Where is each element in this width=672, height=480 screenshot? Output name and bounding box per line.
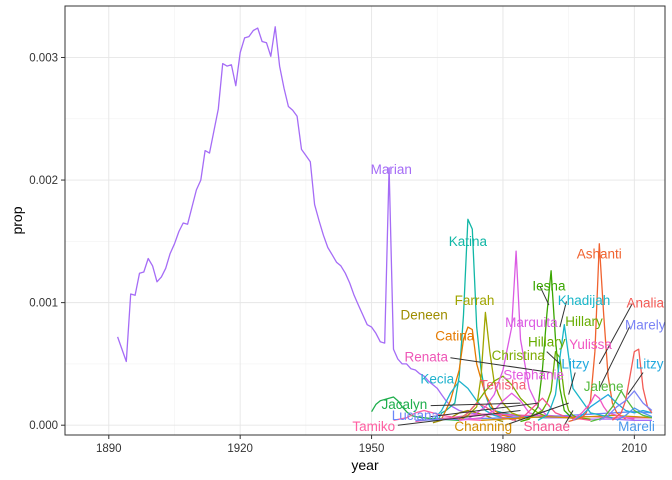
series-line-analia (611, 348, 653, 421)
series-label-tenisha: Tenisha (480, 378, 527, 393)
label-leader-line (598, 303, 633, 365)
series-line-litzy (572, 393, 653, 421)
series-label-jalene: Jalene (584, 379, 624, 394)
major-gridlines (65, 6, 665, 435)
label-leader-line (568, 372, 576, 395)
series-line-marely (598, 390, 653, 421)
series-label-ashanti: Ashanti (577, 246, 622, 261)
series-line-stephanie (459, 392, 547, 421)
series-label-renata: Renata (405, 349, 449, 364)
series-line-marian (116, 26, 652, 421)
label-leader-line (598, 325, 631, 389)
series-label-marian: Marian (371, 162, 412, 177)
series-label-litzy: Litzy (561, 357, 589, 372)
series-line-yulissa (572, 393, 635, 421)
x-tick-label: 2010 (622, 443, 648, 455)
series-label-deneen: Deneen (400, 308, 447, 323)
series-line-katina (436, 218, 547, 422)
series-lines (116, 26, 653, 424)
series-label-katina: Katina (449, 234, 488, 249)
minor-gridlines (65, 6, 665, 435)
series-name-labels: Marian Katina Ashanti Iesha Deneen Farrah Khad… (352, 162, 665, 434)
y-axis: 0.000 0.001 0.002 0.003 (29, 52, 65, 432)
label-leader-line (559, 301, 567, 328)
series-label-litzy: Litzy (636, 357, 664, 372)
series-line-khadijah (537, 324, 613, 421)
series-line-hillary (524, 351, 591, 421)
series-label-kecia: Kecia (420, 371, 454, 386)
series-label-farrah: Farrah (455, 293, 495, 308)
series-label-marquita: Marquita (505, 315, 558, 330)
series-label-jacalyn: Jacalyn (382, 397, 428, 412)
label-leader-line (430, 402, 521, 407)
series-label-hillary: Hillary (565, 314, 603, 329)
x-tick-label: 1920 (227, 443, 253, 455)
label-leader-lines (397, 286, 644, 426)
series-line-jalene (590, 390, 653, 423)
series-label-luciana: Luciana (392, 408, 440, 423)
series-line-jacalyn (371, 396, 460, 421)
series-line-catina (441, 326, 521, 420)
label-leader-line (546, 351, 561, 365)
series-label-tamiko: Tamiko (352, 419, 395, 434)
series-label-mareli: Mareli (618, 419, 655, 434)
series-label-yulissa: Yulissa (569, 337, 612, 352)
x-tick-label: 1950 (359, 443, 385, 455)
y-axis-title: prop (9, 206, 25, 234)
series-line-kecia (432, 380, 517, 421)
series-line-farrah (458, 311, 526, 421)
label-leader-line (627, 372, 644, 395)
series-label-analia: Analia (627, 295, 665, 310)
x-tick-label: 1980 (490, 443, 516, 455)
label-leader-line (563, 410, 574, 426)
x-tick-label: 1890 (96, 443, 122, 455)
label-leader-line (539, 286, 550, 306)
label-leader-line (504, 402, 569, 426)
series-line-iesha (520, 270, 574, 423)
series-label-stephanie: Stephanie (503, 368, 564, 383)
series-label-marely: Marely (625, 317, 666, 332)
y-tick-label: 0.002 (29, 175, 58, 187)
y-tick-label: 0.003 (29, 52, 58, 64)
label-leader-line (430, 402, 539, 418)
series-label-christina: Christina (492, 348, 546, 363)
series-label-shanae: Shanae (523, 419, 570, 434)
x-axis-title: year (351, 457, 379, 473)
label-leader-line (450, 357, 552, 373)
series-label-iesha: Iesha (532, 278, 566, 293)
series-label-khadijah: Khadijah (558, 293, 611, 308)
x-axis: 1890 1920 1950 1980 2010 (96, 435, 647, 455)
panel-border (64, 5, 666, 436)
series-label-catina: Catina (435, 329, 475, 344)
y-tick-label: 0.001 (29, 298, 58, 310)
series-line-ashanti (568, 243, 626, 423)
series-line-mareli (616, 407, 653, 421)
series-label-channing: Channing (454, 419, 512, 434)
y-tick-label: 0.000 (29, 420, 58, 432)
series-line-marquita (467, 250, 548, 420)
label-leader-line (397, 409, 521, 426)
series-label-hillary: Hillary (528, 335, 566, 350)
